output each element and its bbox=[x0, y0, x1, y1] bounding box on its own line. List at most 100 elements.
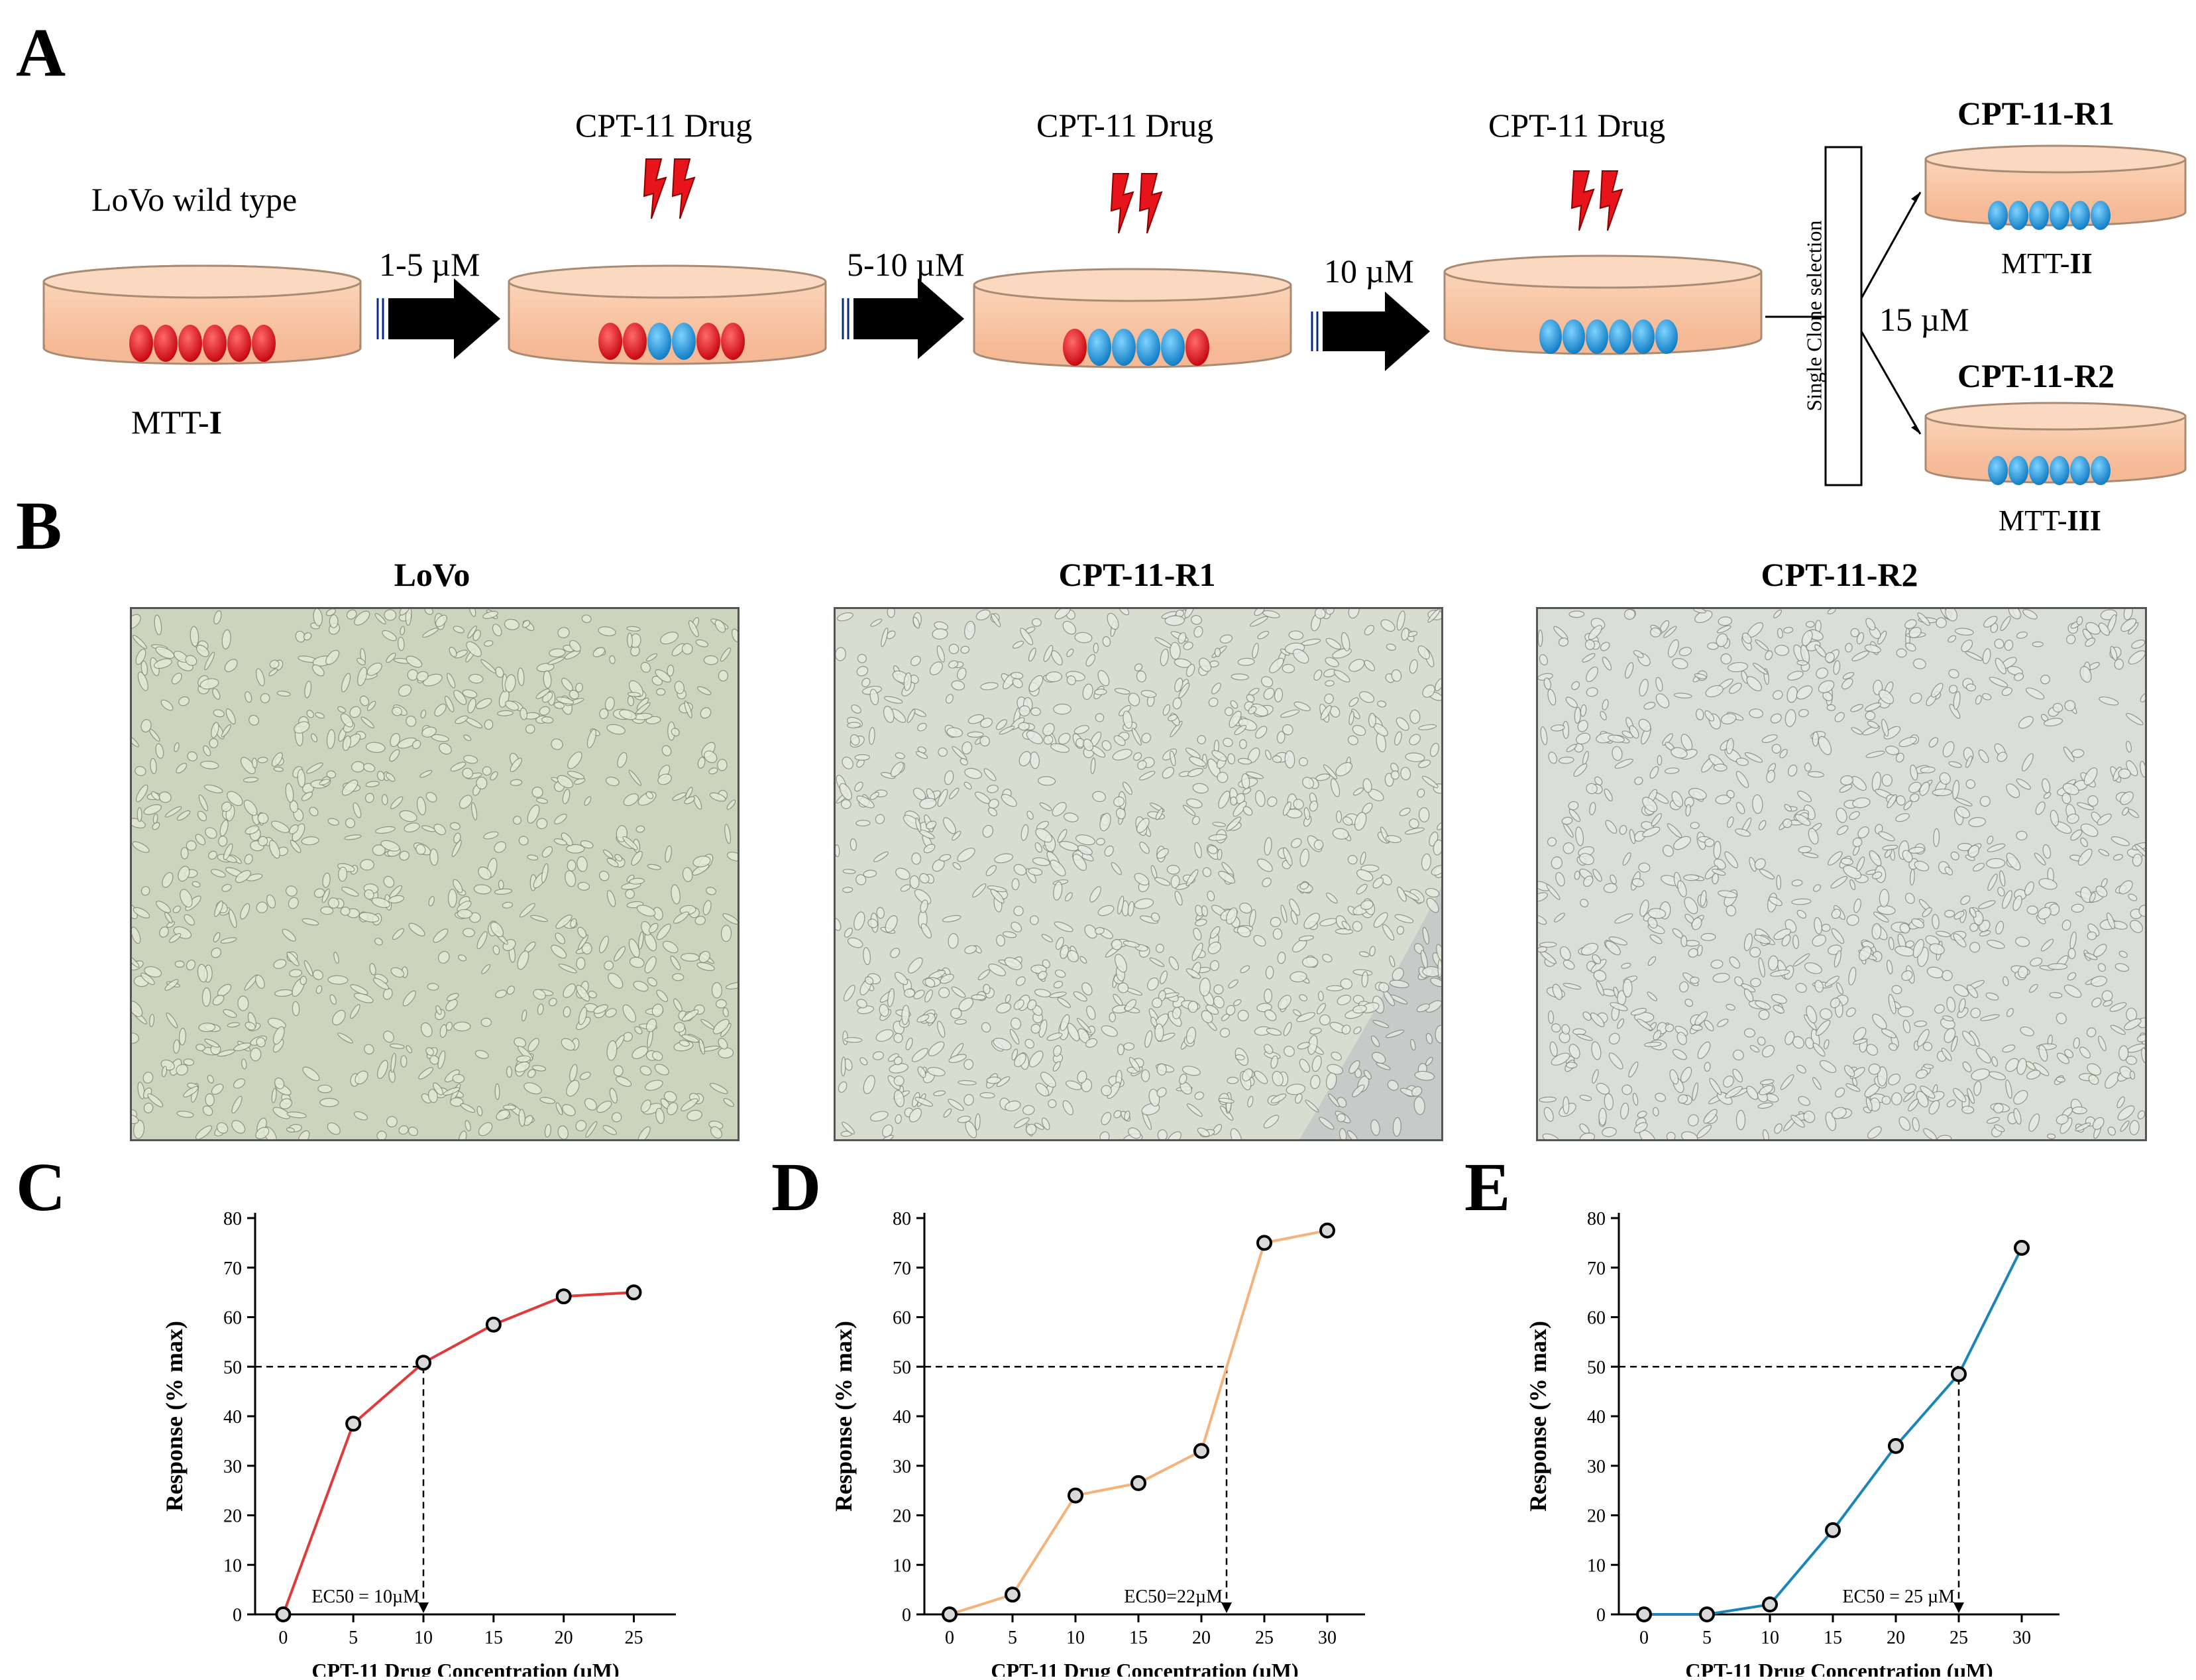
cell bbox=[514, 1061, 530, 1073]
cpt11-r2-title: CPT-11-R2 bbox=[1957, 357, 2115, 394]
ec50-annotation: EC50 = 25 µM bbox=[1842, 1587, 1955, 1607]
cell bbox=[294, 721, 310, 734]
cell bbox=[1223, 738, 1233, 748]
cell bbox=[315, 985, 323, 994]
cell bbox=[1209, 960, 1220, 972]
cell bbox=[1020, 628, 1034, 645]
cell bbox=[1410, 1038, 1416, 1051]
cell bbox=[333, 952, 339, 964]
cell bbox=[732, 628, 738, 643]
cell bbox=[365, 781, 380, 787]
cell bbox=[376, 1131, 387, 1139]
cell bbox=[1910, 793, 1920, 803]
cpt11-drug-label-2: CPT-11 Drug bbox=[1036, 107, 1214, 144]
cell bbox=[872, 1051, 884, 1060]
cell bbox=[1246, 771, 1264, 779]
cell bbox=[1694, 1011, 1708, 1026]
data-point bbox=[1068, 1487, 1083, 1504]
cell bbox=[926, 820, 937, 830]
cell bbox=[1309, 1027, 1322, 1035]
cell bbox=[1743, 1028, 1755, 1038]
cell bbox=[400, 626, 406, 636]
cell bbox=[1063, 812, 1079, 822]
cell bbox=[221, 801, 232, 812]
cell bbox=[313, 888, 325, 898]
cell bbox=[1549, 1041, 1558, 1057]
cell bbox=[1293, 701, 1311, 712]
cell bbox=[527, 1069, 536, 1078]
cell bbox=[1373, 912, 1388, 928]
cell bbox=[1787, 671, 1804, 681]
x-tick-label: 20 bbox=[555, 1628, 573, 1648]
cell bbox=[1896, 648, 1907, 658]
cell bbox=[1284, 1046, 1295, 1057]
branch-concentration-label: 15 µM bbox=[1879, 301, 1969, 338]
cell bbox=[1908, 1099, 1919, 1111]
cell bbox=[152, 813, 158, 824]
cell bbox=[567, 752, 582, 769]
cell bbox=[360, 859, 374, 871]
cell bbox=[1750, 978, 1761, 987]
cell bbox=[2098, 1035, 2107, 1052]
cell bbox=[1551, 1023, 1561, 1033]
cell bbox=[1621, 730, 1633, 738]
cell bbox=[518, 1109, 525, 1127]
data-point bbox=[1762, 1596, 1778, 1613]
cell bbox=[341, 779, 358, 796]
cell bbox=[1404, 827, 1425, 835]
cell bbox=[1835, 1088, 1845, 1097]
cell bbox=[1085, 1038, 1098, 1048]
cell bbox=[716, 999, 727, 1009]
cell bbox=[698, 950, 710, 963]
cell bbox=[1638, 862, 1651, 873]
cell bbox=[341, 886, 359, 897]
cell bbox=[205, 1093, 215, 1107]
cell bbox=[2050, 810, 2059, 826]
x-axis-label: CPT-11 Drug Concentration (µM) bbox=[991, 1659, 1298, 1677]
cell bbox=[1057, 829, 1068, 843]
ec50-arrowhead bbox=[1221, 1602, 1232, 1613]
cell bbox=[220, 937, 237, 944]
cell bbox=[1603, 883, 1618, 893]
cell bbox=[1389, 955, 1396, 968]
cell bbox=[1210, 926, 1221, 939]
cell bbox=[2016, 830, 2028, 841]
cell bbox=[960, 645, 970, 654]
cell bbox=[2056, 1013, 2067, 1025]
cell bbox=[1400, 767, 1411, 781]
cell bbox=[522, 620, 531, 628]
cell bbox=[1202, 867, 1212, 877]
cell bbox=[1053, 1045, 1062, 1057]
cell bbox=[176, 1064, 189, 1076]
cell bbox=[1185, 869, 1199, 887]
cell bbox=[670, 955, 681, 971]
cell bbox=[2034, 852, 2046, 866]
x-tick-label: 5 bbox=[1008, 1628, 1017, 1648]
cell bbox=[1352, 1005, 1367, 1014]
cell bbox=[525, 724, 535, 734]
cell bbox=[344, 834, 362, 840]
cell bbox=[644, 956, 657, 974]
cell bbox=[1123, 940, 1140, 948]
cell bbox=[726, 852, 738, 862]
cell bbox=[211, 947, 221, 958]
x-tick-label: 0 bbox=[278, 1628, 288, 1648]
cell bbox=[577, 881, 590, 891]
cell bbox=[660, 632, 679, 645]
cell bbox=[1028, 1050, 1044, 1068]
cell bbox=[1920, 1086, 1936, 1099]
cell bbox=[1790, 1115, 1805, 1128]
cell bbox=[363, 763, 376, 773]
cell bbox=[1881, 774, 1893, 787]
cell bbox=[1293, 1009, 1301, 1017]
cell bbox=[951, 680, 965, 691]
cell bbox=[1942, 970, 1953, 981]
cell bbox=[312, 970, 323, 980]
cell bbox=[1326, 985, 1344, 991]
cell bbox=[879, 1003, 889, 1017]
cell bbox=[2071, 903, 2084, 913]
cell bbox=[1072, 854, 1087, 871]
cell bbox=[171, 673, 182, 685]
cell bbox=[1796, 685, 1813, 700]
cell bbox=[1437, 822, 1441, 830]
